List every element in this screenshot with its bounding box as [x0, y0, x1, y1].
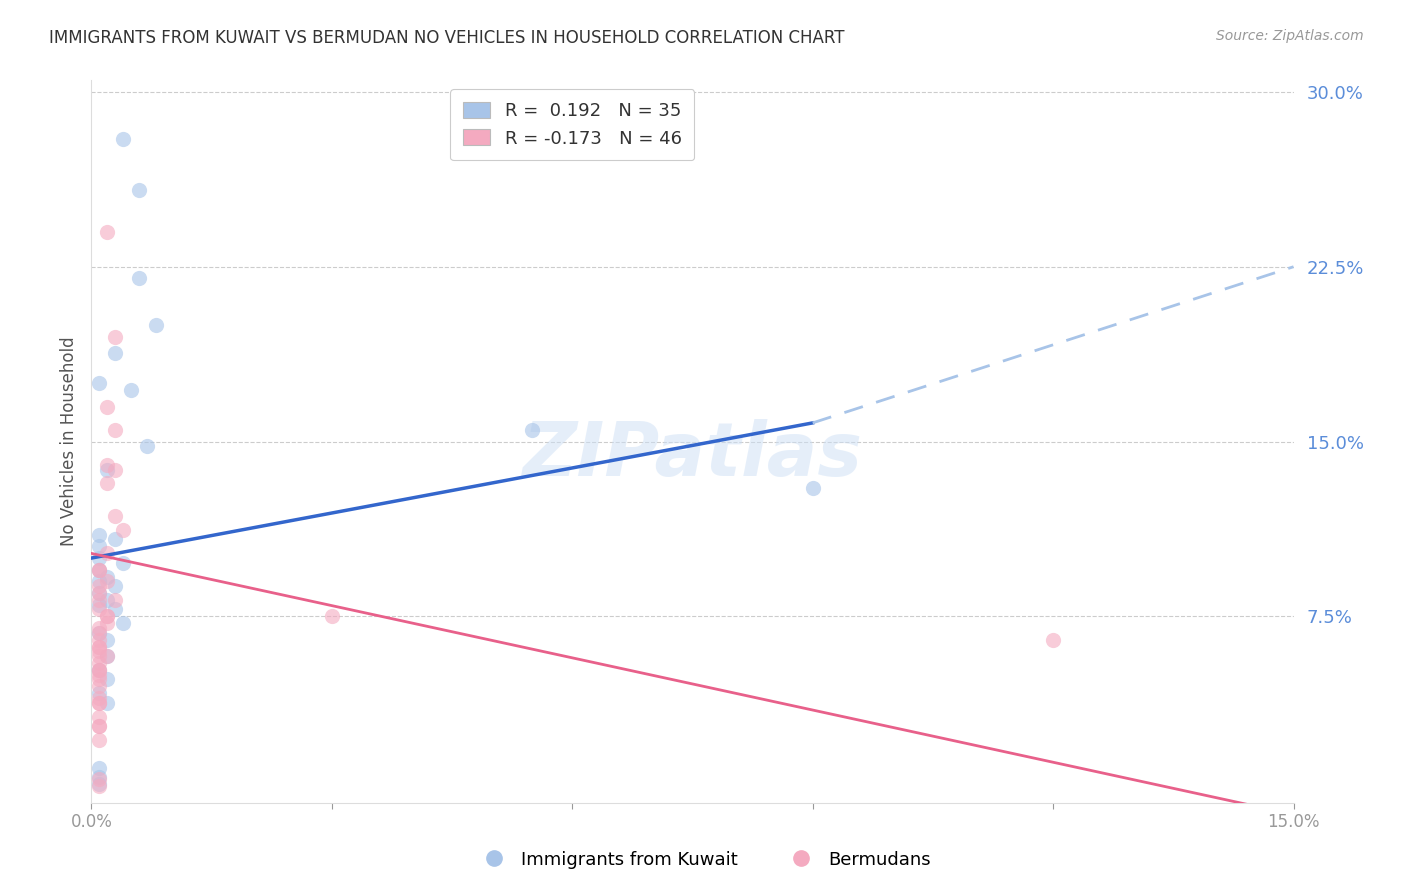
Point — [89, 640, 111, 654]
Point — [89, 625, 111, 640]
Point — [89, 574, 111, 589]
Point — [89, 593, 111, 607]
Point — [96, 632, 118, 647]
Point — [89, 663, 111, 677]
Point — [112, 556, 135, 570]
Point — [104, 462, 127, 476]
Point — [112, 616, 135, 631]
Point — [89, 719, 111, 733]
Point — [145, 318, 167, 332]
Point — [89, 640, 111, 654]
Point — [96, 546, 118, 560]
Legend: Immigrants from Kuwait, Bermudans: Immigrants from Kuwait, Bermudans — [468, 844, 938, 876]
Point — [96, 225, 118, 239]
Point — [89, 563, 111, 577]
Point — [89, 602, 111, 616]
Point — [89, 551, 111, 566]
Text: IMMIGRANTS FROM KUWAIT VS BERMUDAN NO VEHICLES IN HOUSEHOLD CORRELATION CHART: IMMIGRANTS FROM KUWAIT VS BERMUDAN NO VE… — [49, 29, 845, 46]
Point — [96, 648, 118, 663]
Point — [321, 609, 343, 624]
Point — [89, 732, 111, 747]
Point — [89, 696, 111, 710]
Point — [96, 462, 118, 476]
Point — [89, 770, 111, 784]
Point — [136, 439, 159, 453]
Point — [89, 625, 111, 640]
Point — [89, 586, 111, 600]
Point — [89, 663, 111, 677]
Point — [112, 131, 135, 145]
Point — [89, 673, 111, 687]
Point — [104, 346, 127, 360]
Point — [89, 690, 111, 705]
Point — [104, 329, 127, 343]
Point — [89, 563, 111, 577]
Point — [89, 696, 111, 710]
Point — [104, 533, 127, 547]
Y-axis label: No Vehicles in Household: No Vehicles in Household — [59, 336, 77, 547]
Point — [96, 609, 118, 624]
Point — [89, 772, 111, 787]
Point — [89, 780, 111, 794]
Point — [801, 481, 824, 495]
Legend: R =  0.192   N = 35, R = -0.173   N = 46: R = 0.192 N = 35, R = -0.173 N = 46 — [450, 89, 695, 161]
Point — [96, 400, 118, 414]
Point — [112, 523, 135, 537]
Point — [1042, 632, 1064, 647]
Point — [89, 644, 111, 658]
Point — [89, 667, 111, 681]
Point — [104, 423, 127, 437]
Point — [89, 563, 111, 577]
Point — [96, 673, 118, 687]
Point — [89, 648, 111, 663]
Point — [522, 423, 544, 437]
Point — [89, 761, 111, 775]
Point — [96, 458, 118, 472]
Point — [96, 593, 118, 607]
Point — [96, 696, 118, 710]
Point — [104, 509, 127, 524]
Point — [89, 540, 111, 554]
Point — [89, 528, 111, 542]
Point — [89, 686, 111, 700]
Point — [89, 632, 111, 647]
Point — [89, 598, 111, 612]
Point — [89, 376, 111, 391]
Point — [89, 709, 111, 723]
Point — [128, 183, 150, 197]
Point — [89, 663, 111, 677]
Point — [96, 570, 118, 584]
Point — [89, 777, 111, 791]
Point — [89, 656, 111, 670]
Point — [96, 574, 118, 589]
Point — [96, 648, 118, 663]
Point — [89, 621, 111, 635]
Point — [128, 271, 150, 285]
Point — [104, 602, 127, 616]
Point — [96, 616, 118, 631]
Point — [89, 679, 111, 693]
Point — [104, 579, 127, 593]
Text: ZIPatlas: ZIPatlas — [523, 419, 862, 492]
Point — [89, 586, 111, 600]
Point — [121, 384, 143, 398]
Point — [89, 719, 111, 733]
Point — [96, 609, 118, 624]
Text: Source: ZipAtlas.com: Source: ZipAtlas.com — [1216, 29, 1364, 43]
Point — [96, 476, 118, 491]
Point — [89, 579, 111, 593]
Point — [104, 593, 127, 607]
